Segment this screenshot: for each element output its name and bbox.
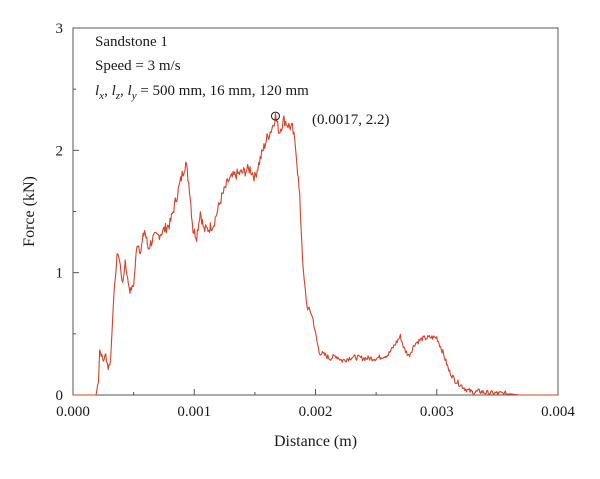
dim-ly-symbol: l: [128, 83, 132, 99]
annotation-dimensions: lx, lz, ly = 500 mm, 16 mm, 120 mm: [95, 83, 309, 102]
annotation-speed: Speed = 3 m/s: [95, 58, 181, 74]
x-tick-label: 0.004: [541, 404, 575, 420]
x-axis-ticks: 0.000 0.001 0.002 0.003 0.004: [56, 389, 575, 420]
dim-values: = 500 mm, 16 mm, 120 mm: [137, 83, 310, 99]
x-tick-label: 0.001: [177, 404, 211, 420]
y-tick-label: 1: [56, 266, 64, 282]
x-tick-label: 0.002: [299, 404, 333, 420]
x-tick-label: 0.000: [56, 404, 90, 420]
y-axis-ticks: 0 1 2 3: [56, 21, 79, 404]
series-group: [73, 112, 558, 396]
dim-lz-subscript: z: [115, 90, 121, 102]
peak-coordinate-label: (0.0017, 2.2): [312, 112, 390, 128]
dim-lz-symbol: l: [112, 83, 116, 99]
peak-marker-circle: [270, 111, 280, 121]
dim-lx-subscript: x: [98, 90, 104, 102]
dim-ly-subscript: y: [131, 90, 137, 102]
y-axis-label: Force (kN): [21, 176, 38, 247]
x-axis-label: Distance (m): [274, 433, 357, 450]
y-tick-label: 3: [56, 21, 64, 37]
dim-separator-2: ,: [120, 83, 128, 99]
annotation-box: Sandstone 1 Speed = 3 m/s lx, lz, ly = 5…: [95, 34, 309, 102]
y-tick-label: 2: [56, 143, 64, 159]
y-tick-label: 0: [56, 388, 64, 404]
force-series-line: [73, 112, 558, 396]
dim-separator-1: ,: [104, 83, 112, 99]
x-tick-label: 0.003: [420, 404, 454, 420]
annotation-specimen: Sandstone 1: [95, 34, 168, 50]
dim-lx-symbol: l: [95, 83, 99, 99]
